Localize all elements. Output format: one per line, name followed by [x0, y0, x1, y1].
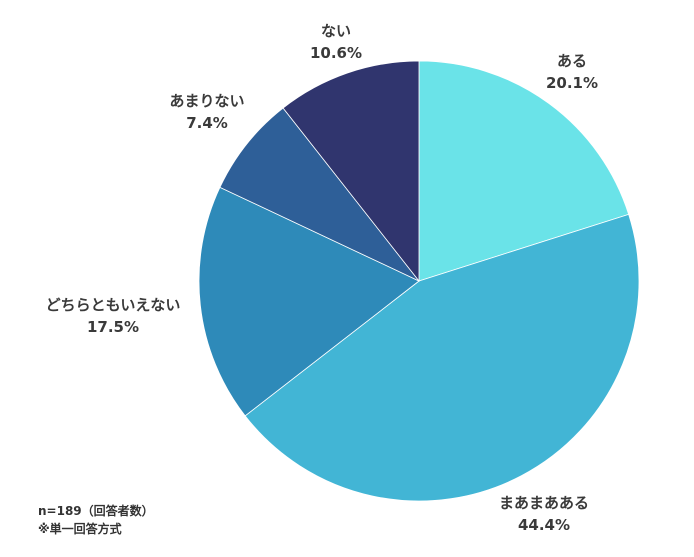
slice-name: どちらともいえない	[45, 296, 181, 314]
sample-size-note: n=189（回答者数）	[38, 504, 154, 518]
slice-value: 10.6%	[309, 44, 363, 62]
pie-slice-4	[282, 60, 420, 283]
slice-value: 20.1%	[545, 74, 599, 92]
slice-value: 17.5%	[86, 318, 140, 336]
slice-label-dochira: どちらともいえない 17.5%	[46, 294, 181, 338]
pie-slice-2	[198, 186, 420, 417]
pie-slice-3	[219, 107, 420, 282]
slice-label-amari: あまりない 7.4%	[169, 90, 244, 134]
pie-slice-1	[244, 213, 640, 502]
method-note: ※単一回答方式	[38, 522, 122, 536]
slice-name: ある	[556, 52, 588, 70]
slice-name: まあまあある	[498, 494, 590, 512]
pie-slice-0	[418, 60, 630, 282]
slice-value: 44.4%	[517, 516, 571, 534]
slice-label-aru: ある 20.1%	[546, 50, 598, 94]
slice-name: あまりない	[169, 92, 245, 110]
slice-label-maamaa: まあまあある 44.4%	[499, 492, 589, 536]
slice-value: 7.4%	[186, 114, 228, 132]
slice-label-nai: ない 10.6%	[310, 20, 362, 64]
slice-name: ない	[320, 22, 352, 40]
